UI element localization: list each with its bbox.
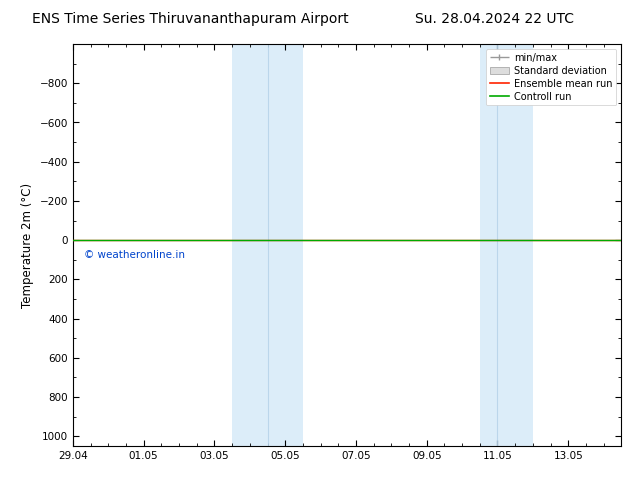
Bar [480, 44, 498, 446]
Text: ENS Time Series Thiruvananthapuram Airport: ENS Time Series Thiruvananthapuram Airpo… [32, 12, 349, 26]
Text: © weatheronline.in: © weatheronline.in [84, 250, 184, 260]
Bar [232, 44, 268, 446]
Bar [268, 44, 303, 446]
Y-axis label: Temperature 2m (°C): Temperature 2m (°C) [21, 182, 34, 308]
Legend: min/max, Standard deviation, Ensemble mean run, Controll run: min/max, Standard deviation, Ensemble me… [486, 49, 616, 105]
Bar [498, 44, 533, 446]
Text: Su. 28.04.2024 22 UTC: Su. 28.04.2024 22 UTC [415, 12, 574, 26]
